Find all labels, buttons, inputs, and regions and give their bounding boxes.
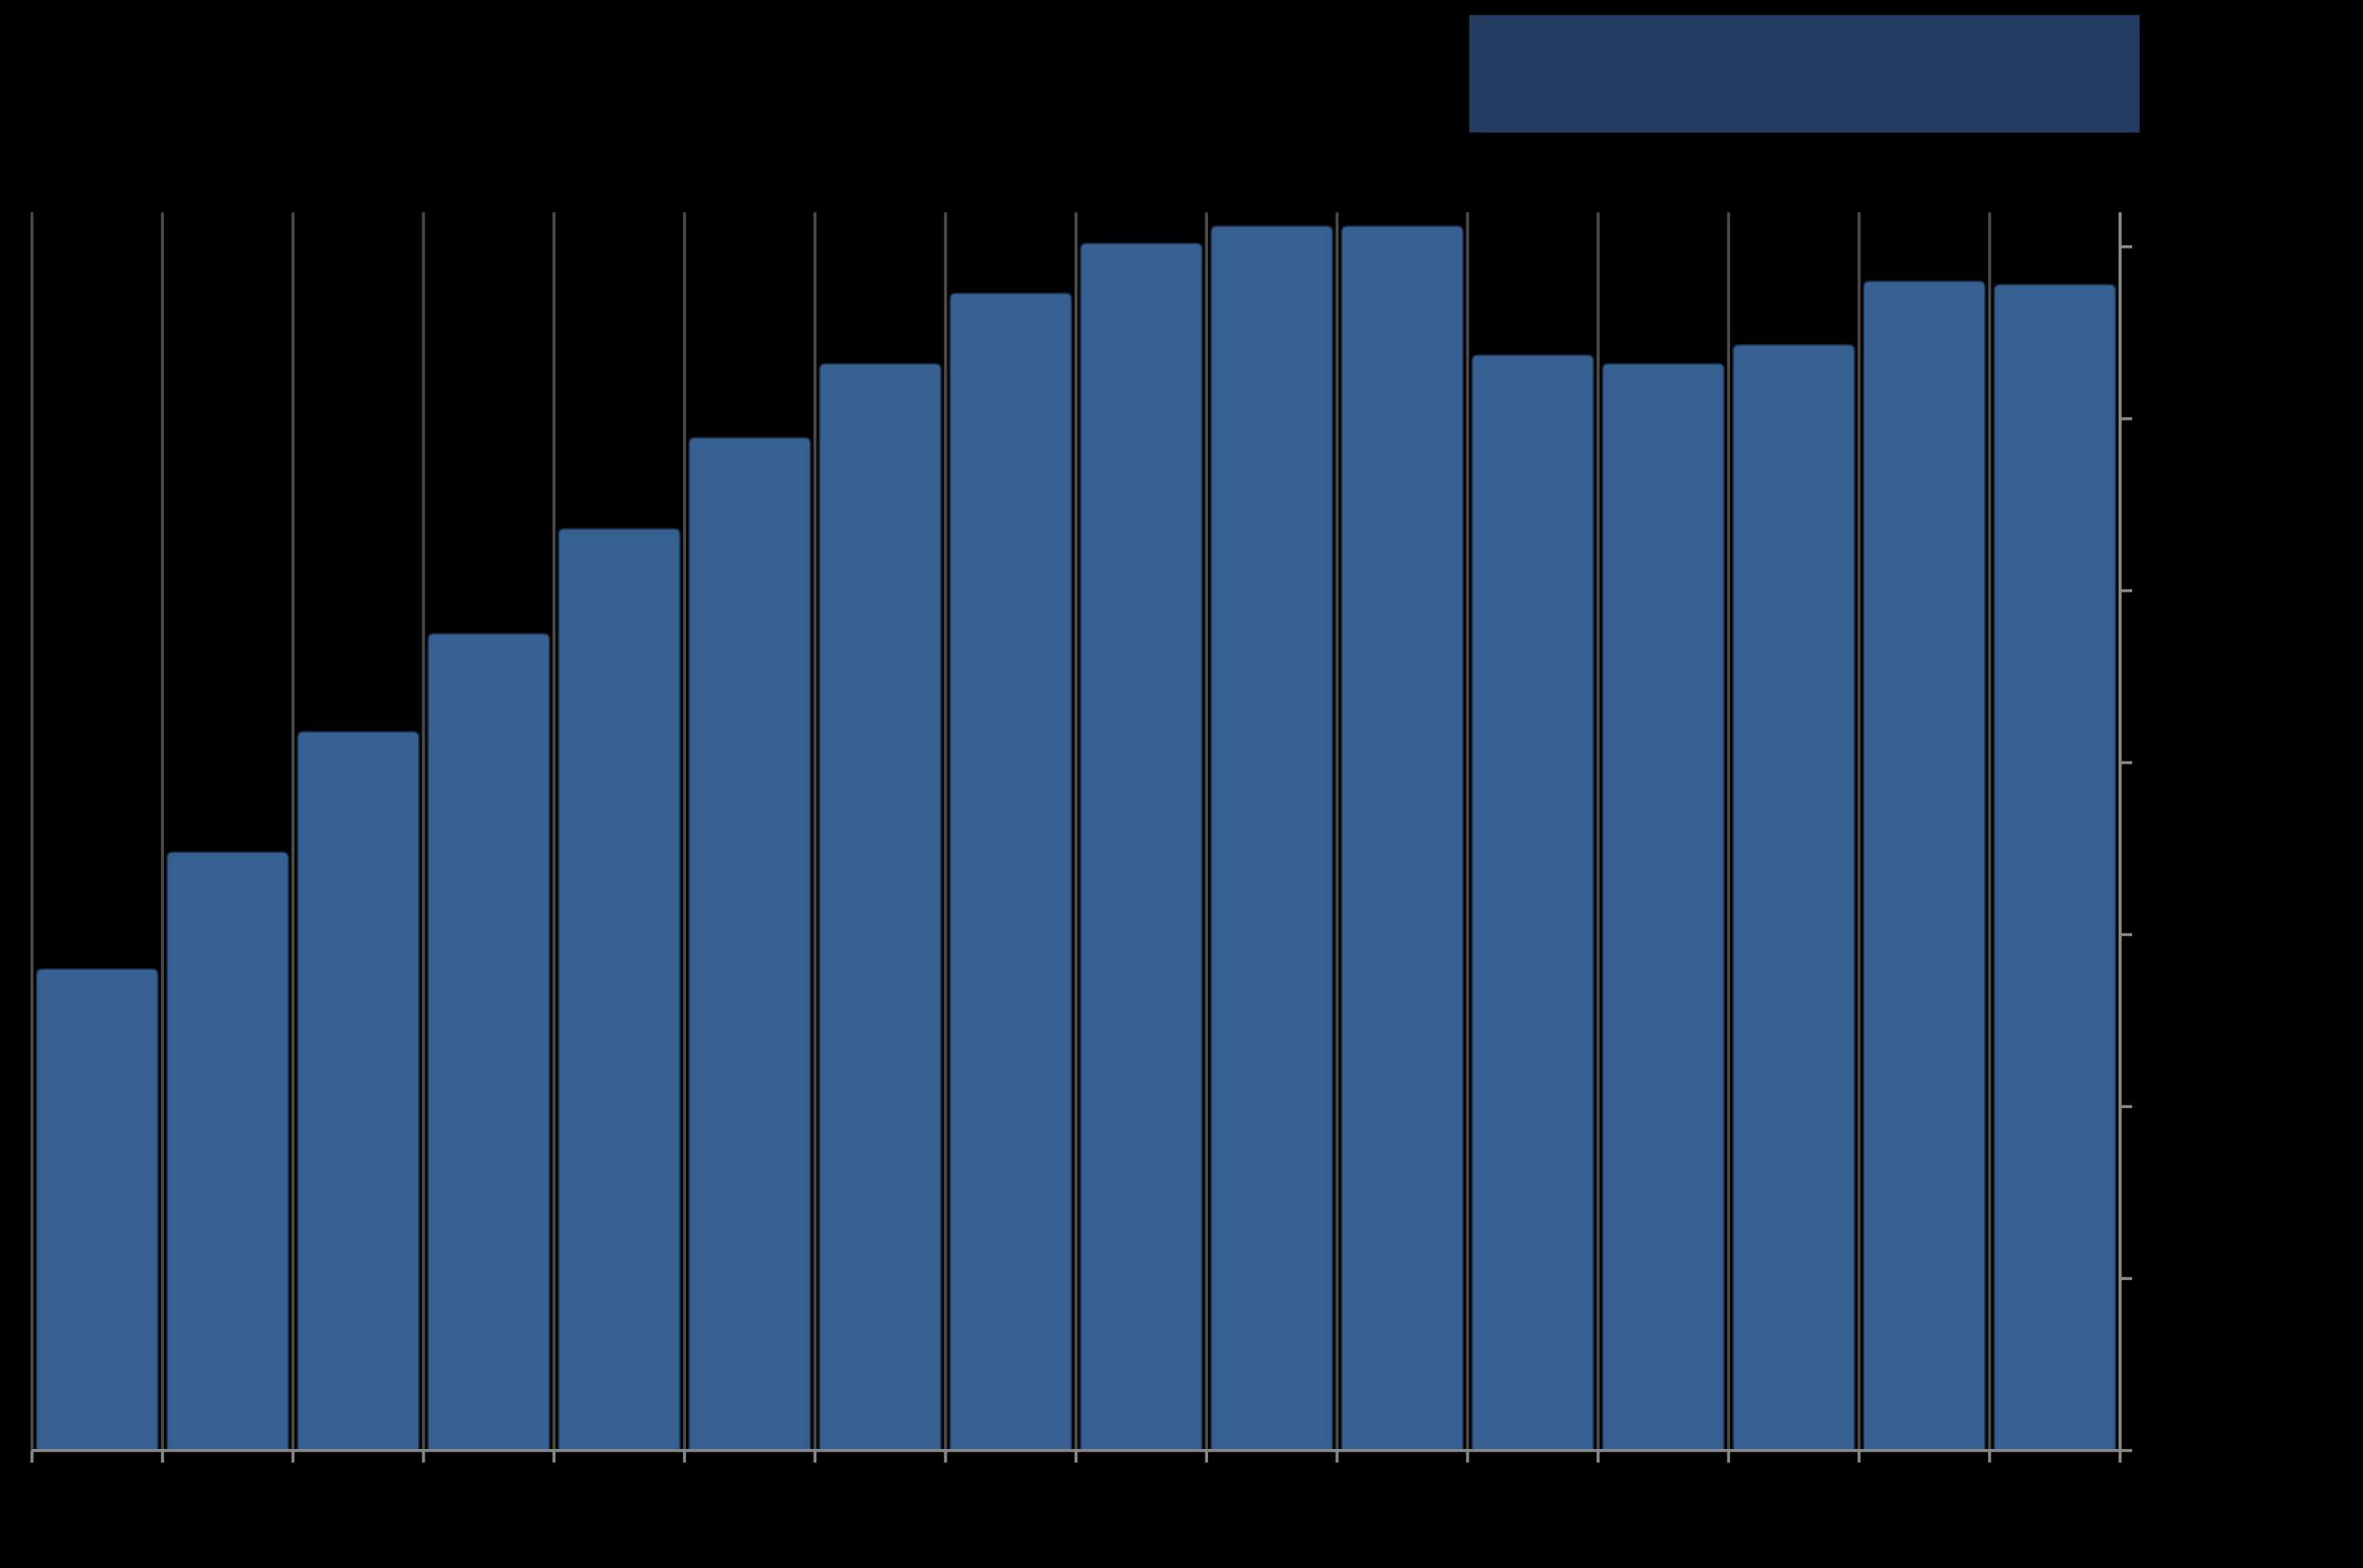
bar — [1471, 354, 1595, 1451]
bar — [949, 292, 1073, 1451]
bar — [1732, 343, 1855, 1451]
bar — [296, 731, 420, 1451]
bar — [1993, 284, 2117, 1451]
bar — [35, 968, 159, 1451]
bar — [819, 363, 942, 1451]
bar — [1079, 242, 1203, 1451]
bar — [166, 851, 290, 1451]
bar — [688, 437, 812, 1451]
bar — [557, 527, 681, 1451]
bar — [1341, 225, 1464, 1451]
bar — [1210, 225, 1334, 1451]
bar — [1863, 280, 1987, 1451]
legend-box — [1469, 14, 2140, 133]
bar — [1601, 363, 1725, 1451]
bar — [427, 633, 551, 1451]
